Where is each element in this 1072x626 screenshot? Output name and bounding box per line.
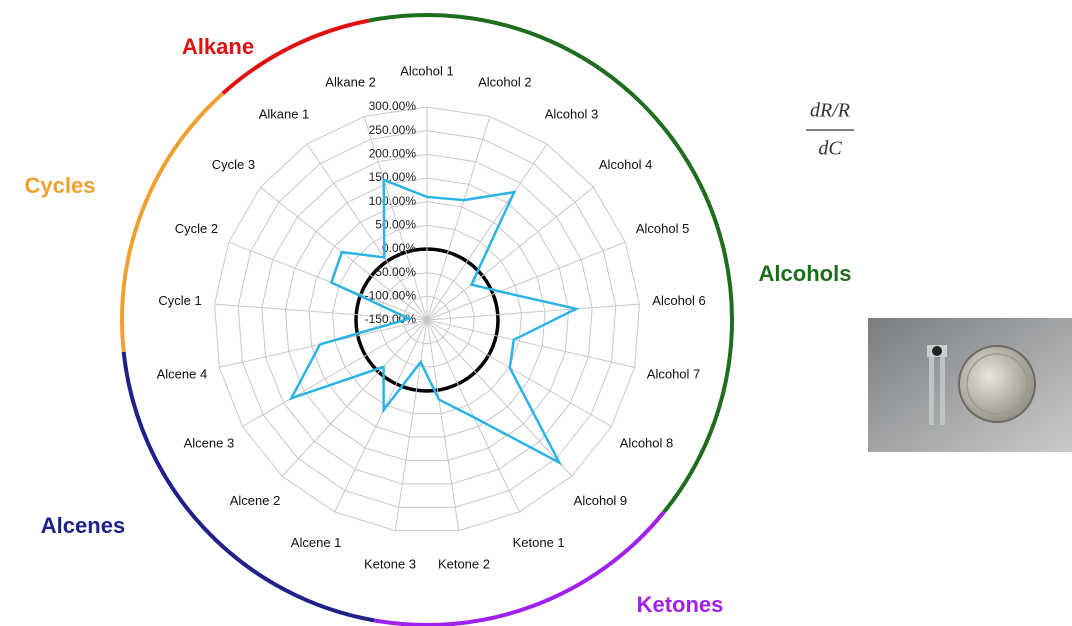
group-arc bbox=[368, 13, 734, 514]
spoke bbox=[363, 116, 428, 321]
group-label: Ketones bbox=[637, 592, 724, 617]
category-label: Alcohol 7 bbox=[647, 367, 700, 382]
spoke bbox=[426, 319, 635, 368]
spoke bbox=[228, 241, 428, 321]
category-label: Ketone 2 bbox=[438, 557, 490, 572]
category-label: Alcene 1 bbox=[291, 535, 342, 550]
spoke bbox=[426, 319, 573, 477]
category-label: Cycle 3 bbox=[212, 157, 255, 172]
r-tick-label: 200.00% bbox=[369, 147, 417, 161]
spoke bbox=[426, 116, 491, 321]
spoke bbox=[426, 303, 640, 321]
grid-ring bbox=[237, 130, 617, 508]
spoke bbox=[281, 319, 428, 477]
r-tick-label: 50.00% bbox=[375, 218, 416, 232]
grid-ring bbox=[214, 106, 640, 532]
formula-denominator: dC bbox=[818, 138, 842, 160]
grid-ring bbox=[284, 177, 570, 461]
category-label: Ketone 1 bbox=[513, 535, 565, 550]
category-label: Alcohol 3 bbox=[545, 107, 598, 122]
r-tick-label: 100.00% bbox=[369, 194, 417, 208]
grid-ring bbox=[261, 153, 593, 485]
r-tick-label: 150.00% bbox=[369, 170, 417, 184]
category-label: Alcohol 8 bbox=[620, 435, 673, 450]
coin-ring bbox=[966, 353, 1028, 415]
spoke bbox=[334, 319, 428, 513]
spoke bbox=[394, 319, 428, 531]
sensor-film bbox=[932, 346, 942, 356]
spoke bbox=[306, 143, 428, 321]
group-label: Alkane bbox=[182, 34, 254, 59]
group-label: Cycles bbox=[25, 173, 96, 198]
r-tick-label: 0.00% bbox=[382, 241, 416, 255]
sensor-lead bbox=[940, 357, 945, 425]
spoke bbox=[214, 303, 428, 321]
r-tick-label: -100.00% bbox=[365, 289, 417, 303]
grid-ring bbox=[308, 201, 546, 438]
r-tick-label: 250.00% bbox=[369, 123, 417, 137]
spoke bbox=[242, 319, 428, 427]
category-label: Alcohol 6 bbox=[652, 293, 705, 308]
spoke bbox=[426, 186, 594, 321]
spoke bbox=[426, 319, 460, 531]
group-label: Alcenes bbox=[41, 513, 125, 538]
category-label: Alcohol 1 bbox=[400, 63, 453, 78]
group-arc bbox=[373, 510, 666, 626]
category-label: Alcene 3 bbox=[184, 435, 235, 450]
category-label: Alcohol 4 bbox=[599, 157, 652, 172]
spoke bbox=[426, 319, 612, 427]
formula-numerator: dR/R bbox=[810, 100, 850, 122]
group-arc bbox=[221, 18, 370, 95]
grid-ring bbox=[379, 272, 475, 368]
r-tick-label: -50.00% bbox=[371, 265, 416, 279]
category-label: Alcene 2 bbox=[230, 493, 281, 508]
grid-ring bbox=[332, 224, 522, 415]
spoke bbox=[426, 241, 626, 321]
r-tick-label: 300.00% bbox=[369, 99, 417, 113]
spoke bbox=[426, 143, 548, 321]
group-label: Alcohols bbox=[759, 261, 852, 286]
group-arc bbox=[120, 91, 225, 353]
group-arc bbox=[121, 351, 375, 623]
category-label: Cycle 2 bbox=[175, 221, 218, 236]
category-label: Alkane 2 bbox=[325, 74, 376, 89]
grid-ring bbox=[402, 295, 452, 344]
sensor-lead bbox=[929, 357, 934, 425]
category-label: Alcohol 9 bbox=[574, 493, 627, 508]
category-label: Alcohol 2 bbox=[478, 74, 531, 89]
category-label: Alcohol 5 bbox=[636, 221, 689, 236]
category-label: Alcene 4 bbox=[157, 367, 208, 382]
sensor-photo bbox=[868, 318, 1072, 452]
data-line bbox=[288, 177, 580, 466]
coin bbox=[958, 345, 1036, 423]
category-label: Cycle 1 bbox=[158, 293, 201, 308]
category-label: Alkane 1 bbox=[259, 107, 310, 122]
category-label: Ketone 3 bbox=[364, 557, 416, 572]
